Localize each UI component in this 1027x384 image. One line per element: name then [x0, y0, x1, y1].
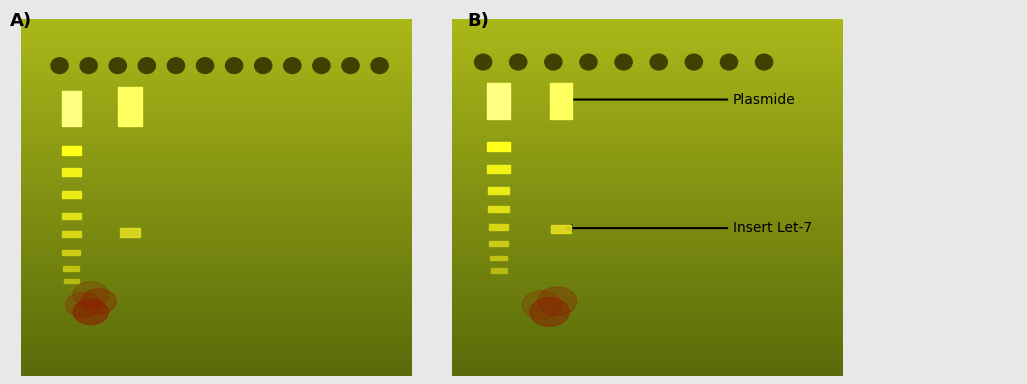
Circle shape: [650, 54, 668, 70]
Circle shape: [139, 58, 155, 73]
Ellipse shape: [538, 287, 577, 316]
Bar: [491, 268, 507, 273]
Text: B): B): [467, 12, 489, 30]
Bar: [488, 205, 509, 212]
Bar: [550, 83, 572, 119]
Ellipse shape: [73, 282, 109, 307]
Bar: [62, 213, 81, 219]
Bar: [551, 225, 571, 233]
Bar: [489, 224, 508, 230]
Bar: [487, 165, 510, 173]
Circle shape: [509, 54, 527, 70]
Bar: [62, 169, 81, 176]
Bar: [120, 228, 140, 237]
Circle shape: [283, 58, 301, 73]
Circle shape: [196, 58, 214, 73]
Bar: [487, 83, 510, 119]
Circle shape: [371, 58, 388, 73]
Circle shape: [685, 54, 702, 70]
Bar: [62, 190, 81, 198]
Circle shape: [255, 58, 272, 73]
Bar: [487, 142, 510, 151]
Bar: [62, 231, 81, 237]
Ellipse shape: [522, 291, 561, 319]
Circle shape: [720, 54, 737, 70]
Ellipse shape: [66, 292, 101, 318]
Circle shape: [313, 58, 330, 73]
Text: Insert Let-7: Insert Let-7: [566, 221, 812, 235]
Circle shape: [544, 54, 562, 70]
Circle shape: [80, 58, 98, 73]
Circle shape: [167, 58, 185, 73]
Circle shape: [109, 58, 126, 73]
Bar: [118, 87, 142, 126]
Circle shape: [342, 58, 359, 73]
Bar: [62, 146, 81, 155]
Circle shape: [51, 58, 68, 73]
Bar: [489, 241, 508, 246]
Circle shape: [756, 54, 772, 70]
Circle shape: [580, 54, 597, 70]
Bar: [488, 187, 509, 194]
Circle shape: [226, 58, 242, 73]
Bar: [62, 91, 81, 126]
Circle shape: [615, 54, 633, 70]
Ellipse shape: [73, 300, 109, 324]
Bar: [64, 266, 79, 271]
Text: A): A): [10, 12, 33, 30]
Ellipse shape: [530, 298, 569, 326]
Bar: [64, 279, 79, 283]
Ellipse shape: [81, 289, 116, 314]
Bar: [63, 250, 80, 255]
Circle shape: [474, 54, 492, 70]
Bar: [490, 256, 507, 260]
Text: Plasmide: Plasmide: [566, 93, 796, 106]
